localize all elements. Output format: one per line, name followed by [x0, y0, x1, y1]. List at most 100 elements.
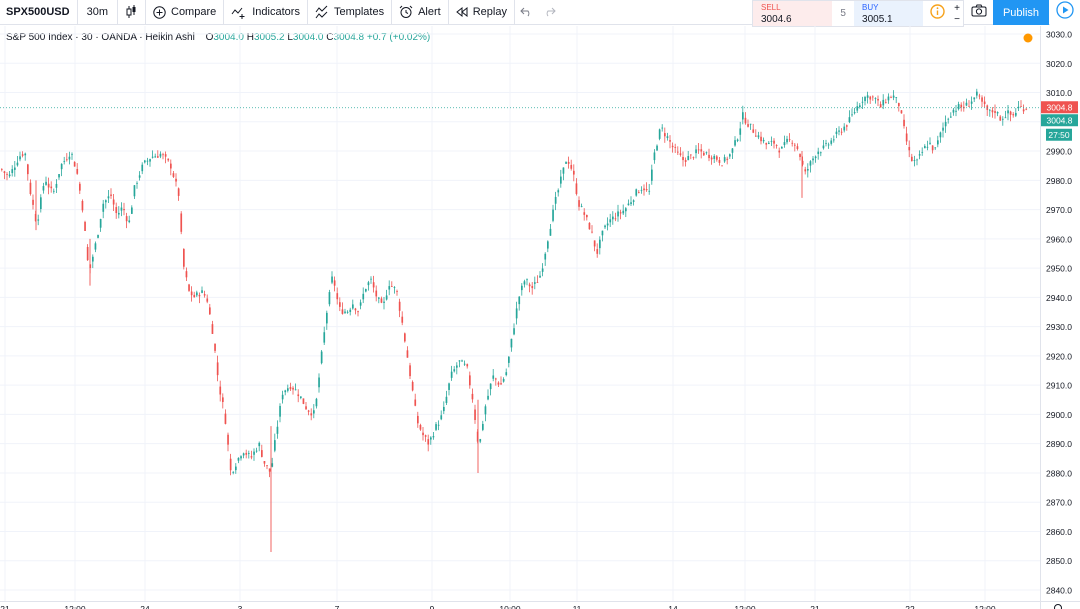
candle-down — [583, 212, 586, 215]
candle-up — [456, 365, 458, 368]
candle-down — [801, 160, 804, 165]
candle-down — [528, 284, 531, 287]
candle-up — [882, 99, 885, 106]
candle-down — [588, 222, 591, 230]
candle-up — [976, 91, 978, 96]
candle-up — [622, 210, 625, 214]
candle-up — [731, 148, 734, 153]
candle-up — [484, 406, 487, 415]
candle-up — [770, 140, 773, 142]
candle-down — [794, 144, 796, 146]
replay-button[interactable]: Replay — [449, 0, 515, 25]
candle-up — [482, 423, 484, 430]
price-tick-label: 2960.0 — [1046, 234, 1072, 244]
undo-button[interactable] — [515, 0, 538, 25]
candle-up — [487, 395, 489, 400]
price-tick-label: 3020.0 — [1046, 59, 1072, 69]
candle-up — [541, 268, 544, 272]
snapshot-button[interactable] — [966, 0, 992, 25]
candle-up — [523, 281, 526, 285]
candle-down — [765, 143, 768, 145]
candle-up — [695, 149, 697, 154]
candle-down — [718, 160, 721, 163]
quantity-stepper[interactable]: + − — [951, 1, 963, 26]
candle-up — [705, 152, 708, 154]
candle-down — [567, 161, 570, 164]
candle-down — [123, 209, 125, 211]
indicators-button[interactable]: Indicators — [224, 0, 308, 25]
candle-up — [107, 196, 110, 199]
templates-button[interactable]: Templates — [308, 0, 393, 25]
interval-button[interactable]: 30m — [78, 0, 118, 25]
price-chart[interactable]: 3030.03020.03010.03000.02990.02980.02970… — [0, 26, 1080, 609]
candle-down — [578, 200, 580, 207]
candle-up — [510, 338, 513, 348]
info-button[interactable] — [923, 1, 951, 26]
candle-down — [570, 164, 573, 169]
candle-up — [362, 293, 365, 300]
candle-up — [149, 159, 151, 162]
redo-button[interactable] — [538, 0, 561, 25]
candle-down — [684, 159, 687, 162]
candle-up — [518, 296, 521, 305]
candle-down — [775, 145, 778, 146]
compare-button[interactable]: Compare — [146, 0, 225, 25]
candle-up — [822, 145, 825, 149]
candle-up — [950, 116, 952, 118]
candle-down — [396, 291, 398, 292]
candle-up — [713, 155, 716, 159]
play-button[interactable] — [1050, 0, 1080, 25]
increase-quantity[interactable]: + — [954, 2, 960, 14]
candle-down — [981, 97, 983, 102]
candle-up — [947, 118, 950, 120]
candle-up — [331, 276, 333, 283]
candle-down — [664, 133, 666, 137]
decrease-quantity[interactable]: − — [954, 13, 960, 25]
candle-up — [996, 112, 999, 114]
candle-down — [690, 154, 692, 156]
candle-up — [781, 146, 783, 149]
candle-down — [297, 394, 300, 397]
candle-up — [151, 156, 154, 158]
candle-down — [341, 309, 344, 314]
symbol-search-button[interactable]: SPX500USD — [0, 0, 78, 25]
candle-down — [469, 375, 471, 386]
time-tick-label: 12:00 — [974, 604, 996, 609]
candle-down — [674, 147, 677, 148]
candle-up — [97, 235, 99, 238]
info-icon — [930, 3, 945, 24]
price-tick-label: 2870.0 — [1046, 498, 1072, 508]
candle-up — [565, 161, 567, 164]
price-tick-label: 2860.0 — [1046, 527, 1072, 537]
alert-label: Alert — [418, 6, 441, 18]
candle-down — [593, 240, 596, 247]
countdown-label: 27:50 — [1048, 130, 1070, 140]
candle-up — [874, 98, 877, 99]
candle-up — [809, 161, 812, 166]
sell-button[interactable]: SELL 3004.6 — [753, 1, 833, 26]
chart-type-button[interactable] — [118, 0, 146, 25]
candle-down — [198, 294, 201, 297]
candle-down — [677, 151, 679, 153]
candle-down — [671, 145, 674, 148]
candle-up — [973, 97, 976, 100]
candle-down — [908, 147, 911, 151]
candle-up — [606, 223, 609, 226]
candle-down — [669, 140, 671, 142]
publish-button[interactable]: Publish — [993, 0, 1049, 25]
candle-down — [110, 194, 112, 196]
candle-down — [755, 135, 757, 137]
candle-up — [934, 147, 937, 149]
candle-up — [68, 156, 71, 160]
candle-down — [911, 156, 913, 162]
alert-button[interactable]: Alert — [392, 0, 449, 25]
buy-button[interactable]: BUY 3005.1 — [854, 1, 924, 26]
candle-down — [900, 110, 903, 114]
candle-up — [279, 405, 281, 417]
candle-up — [1002, 118, 1004, 120]
candle-down — [29, 182, 32, 195]
candle-up — [560, 176, 562, 184]
rewind-icon — [455, 7, 468, 17]
candle-up — [489, 383, 492, 390]
candle-down — [417, 415, 419, 424]
